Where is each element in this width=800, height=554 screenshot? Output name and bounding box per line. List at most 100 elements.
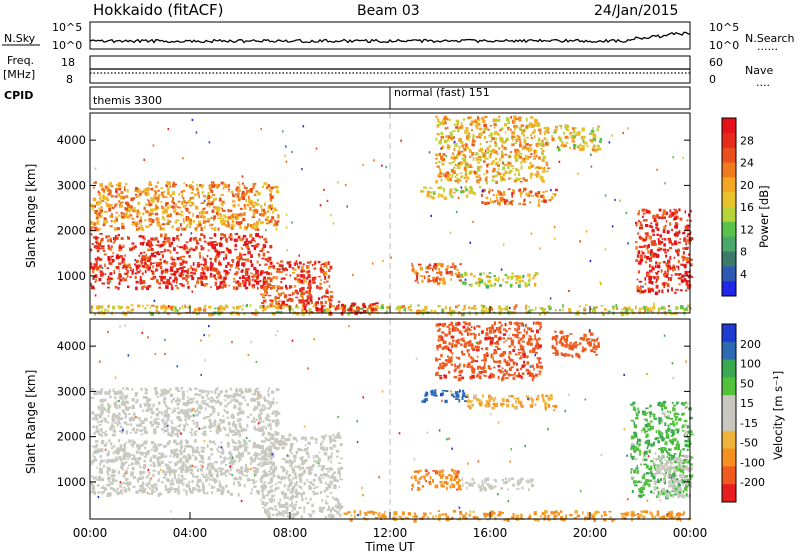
- heatmap-cell: [323, 272, 326, 276]
- heatmap-cell: [255, 202, 258, 206]
- heatmap-cell: [113, 269, 115, 273]
- heatmap-cell: [510, 177, 513, 180]
- heatmap-cell: [132, 268, 135, 273]
- heatmap-cell: [518, 127, 522, 130]
- heatmap-cell: [147, 284, 152, 288]
- heatmap-cell: [237, 188, 241, 192]
- heatmap-cell: [335, 504, 339, 508]
- heatmap-cell: [656, 249, 661, 252]
- heatmap-cell: [257, 491, 260, 494]
- heatmap-cell: [450, 169, 454, 173]
- heatmap-cell: [223, 456, 226, 461]
- heatmap-cell: [225, 264, 228, 268]
- heatmap-cell: [167, 220, 169, 223]
- heatmap-cell: [195, 400, 199, 405]
- heatmap-cell: [170, 273, 173, 275]
- heatmap-cell: [98, 433, 102, 436]
- heatmap-cell: [321, 296, 324, 299]
- heatmap-cell: [328, 467, 332, 471]
- heatmap-cell: [648, 235, 652, 240]
- heatmap-cell: [243, 448, 248, 452]
- heatmap-cell: [686, 219, 689, 222]
- heatmap-cell: [215, 468, 218, 473]
- heatmap-cell: [305, 270, 310, 274]
- heatmap-cell: [495, 118, 498, 121]
- heatmap-cell: [579, 240, 581, 243]
- heatmap-cell: [143, 257, 147, 261]
- heatmap-cell: [495, 174, 498, 177]
- heatmap-cell: [295, 492, 300, 495]
- heatmap-cell: [330, 448, 334, 450]
- heatmap-cell: [265, 306, 268, 309]
- heatmap-cell: [182, 204, 186, 208]
- heatmap-cell: [156, 396, 159, 398]
- heatmap-cell: [186, 216, 189, 219]
- heatmap-cell: [167, 191, 170, 195]
- heatmap-cell: [171, 199, 174, 204]
- heatmap-cell: [679, 238, 682, 241]
- heatmap-cell: [233, 477, 237, 481]
- heatmap-cell: [211, 244, 216, 246]
- heatmap-cell: [465, 180, 468, 183]
- heatmap-cell: [509, 128, 512, 131]
- heatmap-cell: [257, 457, 260, 461]
- heatmap-cell: [269, 193, 273, 197]
- heatmap-cell: [658, 208, 662, 212]
- heatmap-cell: [641, 291, 645, 294]
- heatmap-cell: [510, 151, 512, 154]
- heatmap-cell: [521, 160, 525, 163]
- heatmap-cell: [527, 279, 531, 283]
- heatmap-cell: [206, 268, 209, 272]
- heatmap-cell: [121, 216, 125, 219]
- heatmap-cell: [505, 308, 508, 311]
- heatmap-cell: [198, 237, 202, 242]
- heatmap-cell: [250, 260, 253, 263]
- heatmap-cell: [121, 258, 125, 262]
- heatmap-cell: [119, 204, 123, 208]
- heatmap-cell: [251, 204, 255, 208]
- heatmap-cell: [507, 120, 511, 124]
- heatmap-cell: [181, 274, 185, 276]
- heatmap-cell: [233, 459, 237, 463]
- heatmap-cell: [141, 227, 145, 232]
- heatmap-cell: [522, 276, 524, 278]
- heatmap-cell: [130, 304, 134, 306]
- heatmap-cell: [130, 423, 132, 427]
- heatmap-cell: [144, 261, 147, 266]
- heatmap-cell: [110, 256, 113, 260]
- heatmap-cell: [325, 288, 328, 291]
- heatmap-cell: [520, 165, 523, 169]
- heatmap-cell: [181, 305, 184, 309]
- heatmap-cell: [247, 223, 250, 227]
- heatmap-cell: [232, 259, 234, 263]
- heatmap-cell: [153, 387, 158, 391]
- heatmap-cell: [577, 172, 579, 175]
- heatmap-cell: [535, 154, 538, 158]
- heatmap-cell: [95, 259, 98, 264]
- heatmap-cell: [265, 282, 269, 285]
- heatmap-cell: [208, 471, 212, 475]
- heatmap-cell: [100, 206, 103, 208]
- heatmap-cell: [481, 279, 484, 284]
- heatmap-cell: [542, 195, 545, 200]
- heatmap-cell: [170, 482, 175, 486]
- heatmap-cell: [191, 429, 193, 432]
- heatmap-cell: [219, 455, 223, 458]
- heatmap-cell: [574, 127, 577, 129]
- heatmap-cell: [212, 274, 217, 278]
- y-tick-label: 1000: [57, 269, 86, 283]
- heatmap-cell: [110, 213, 113, 217]
- heatmap-cell: [319, 286, 322, 291]
- heatmap-cell: [186, 424, 189, 426]
- heatmap-cell: [415, 270, 418, 273]
- heatmap-cell: [191, 472, 194, 475]
- heatmap-cell: [169, 213, 172, 218]
- heatmap-cell: [464, 130, 468, 133]
- heatmap-cell: [441, 277, 445, 279]
- heatmap-cell: [281, 292, 285, 295]
- heatmap-cell: [244, 277, 247, 280]
- heatmap-cell: [114, 490, 118, 493]
- heatmap-cell: [297, 465, 300, 469]
- heatmap-cell: [100, 471, 104, 475]
- heatmap-cell: [188, 480, 191, 484]
